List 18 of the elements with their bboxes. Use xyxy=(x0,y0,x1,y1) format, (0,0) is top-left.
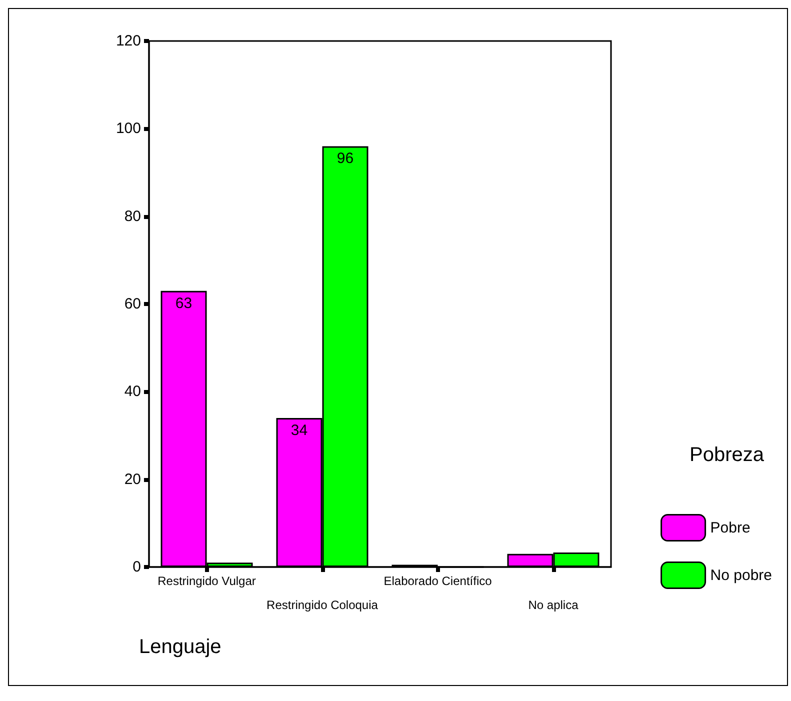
legend-label: No pobre xyxy=(710,566,772,584)
x-tick-label: Elaborado Científico xyxy=(384,574,492,588)
y-tick-label: 40 xyxy=(124,383,141,400)
x-tick-label: No aplica xyxy=(528,598,579,612)
x-tick-label: Restringido Coloquia xyxy=(266,598,378,612)
data-label: 96 xyxy=(336,150,354,168)
y-tick-label: 20 xyxy=(124,470,141,488)
y-tick-label: 120 xyxy=(116,32,141,50)
y-tick-label: 80 xyxy=(124,208,141,225)
y-tick-label: 60 xyxy=(124,296,141,312)
x-axis-title: Lenguaje xyxy=(139,636,222,658)
y-tick-label: 100 xyxy=(116,120,141,138)
y-tick-label: 0 xyxy=(132,558,141,576)
x-tick-label: Restringido Vulgar xyxy=(158,574,256,588)
data-label: 34 xyxy=(290,422,308,439)
data-label: 63 xyxy=(175,294,192,312)
legend-label: Pobre xyxy=(710,519,750,536)
legend-title: Pobreza xyxy=(690,444,765,466)
